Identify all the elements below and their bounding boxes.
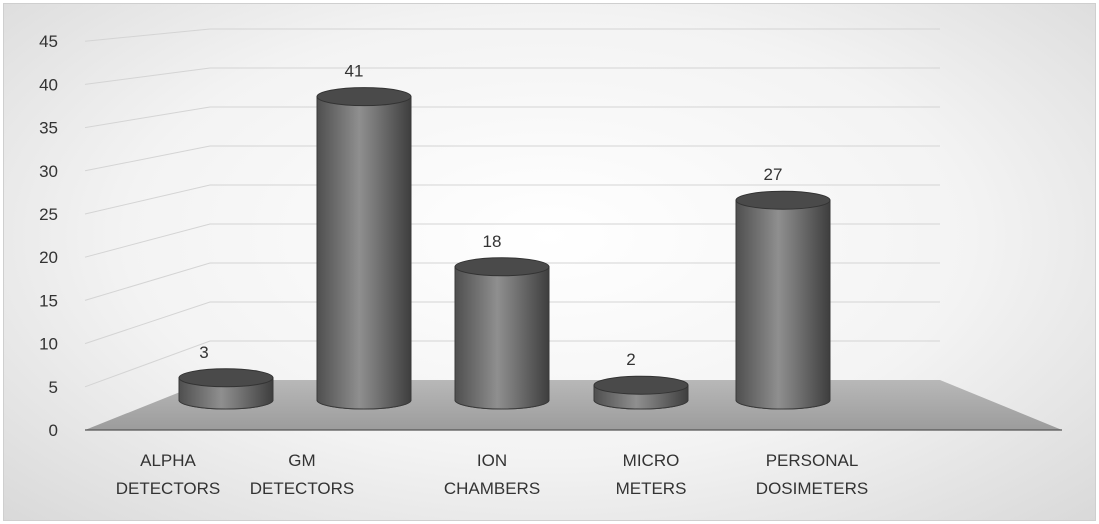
- gridline: [84, 184, 940, 215]
- category-label: DETECTORS: [116, 479, 221, 498]
- gridline: [84, 340, 940, 388]
- category-label: METERS: [616, 479, 687, 498]
- bar-micro-meters: [593, 375, 689, 410]
- y-tick-label: 15: [39, 291, 58, 310]
- category-label: MICRO: [623, 451, 680, 470]
- gridline: [84, 145, 940, 172]
- data-label: 2: [626, 350, 635, 369]
- bar-alpha-detectors: [178, 368, 274, 410]
- chart-area: [3, 3, 1096, 521]
- bar-top: [316, 87, 412, 107]
- bar-body: [316, 96, 412, 410]
- gridline: [84, 67, 940, 85]
- gridline: [84, 223, 940, 258]
- category-label: GM: [288, 451, 315, 470]
- y-axis: 0 5 10 15 20 25 30 35 40 45: [39, 32, 58, 440]
- bar-top: [178, 368, 274, 388]
- y-tick-label: 35: [39, 119, 58, 138]
- gridline: [84, 301, 940, 345]
- data-label: 3: [199, 343, 208, 362]
- gridline: [84, 262, 940, 301]
- bar-top: [593, 375, 689, 395]
- y-tick-label: 25: [39, 205, 58, 224]
- category-label: PERSONAL: [766, 451, 859, 470]
- bar-personal-dosimeters: [735, 190, 831, 410]
- y-tick-label: 40: [39, 75, 58, 94]
- category-label: ALPHA: [140, 451, 196, 470]
- bar-top: [735, 190, 831, 210]
- y-tick-label: 20: [39, 248, 58, 267]
- gridline: [84, 28, 940, 42]
- data-labels: 3 41 18 2 27: [199, 62, 782, 370]
- bar-series: [178, 87, 831, 410]
- y-tick-label: 30: [39, 162, 58, 181]
- category-label: CHAMBERS: [444, 479, 540, 498]
- gridline: [84, 106, 940, 129]
- y-tick-label: 10: [39, 335, 58, 354]
- bar-ion-chambers: [454, 257, 550, 410]
- y-tick-label: 45: [39, 32, 58, 51]
- gridlines: [84, 28, 940, 388]
- bar-body: [735, 199, 831, 410]
- x-axis: ALPHA DETECTORS GM DETECTORS ION CHAMBERS MICR…: [116, 451, 868, 498]
- data-label: 18: [483, 232, 502, 251]
- category-label: ION: [477, 451, 507, 470]
- category-label: DOSIMETERS: [756, 479, 868, 498]
- y-tick-label: 5: [49, 378, 58, 397]
- data-label: 41: [345, 62, 364, 81]
- data-label: 27: [764, 165, 783, 184]
- bar-top: [454, 257, 550, 277]
- bar-body: [454, 266, 550, 410]
- category-label: DETECTORS: [250, 479, 355, 498]
- bar-gm-detectors: [316, 87, 412, 410]
- y-tick-label: 0: [49, 421, 58, 440]
